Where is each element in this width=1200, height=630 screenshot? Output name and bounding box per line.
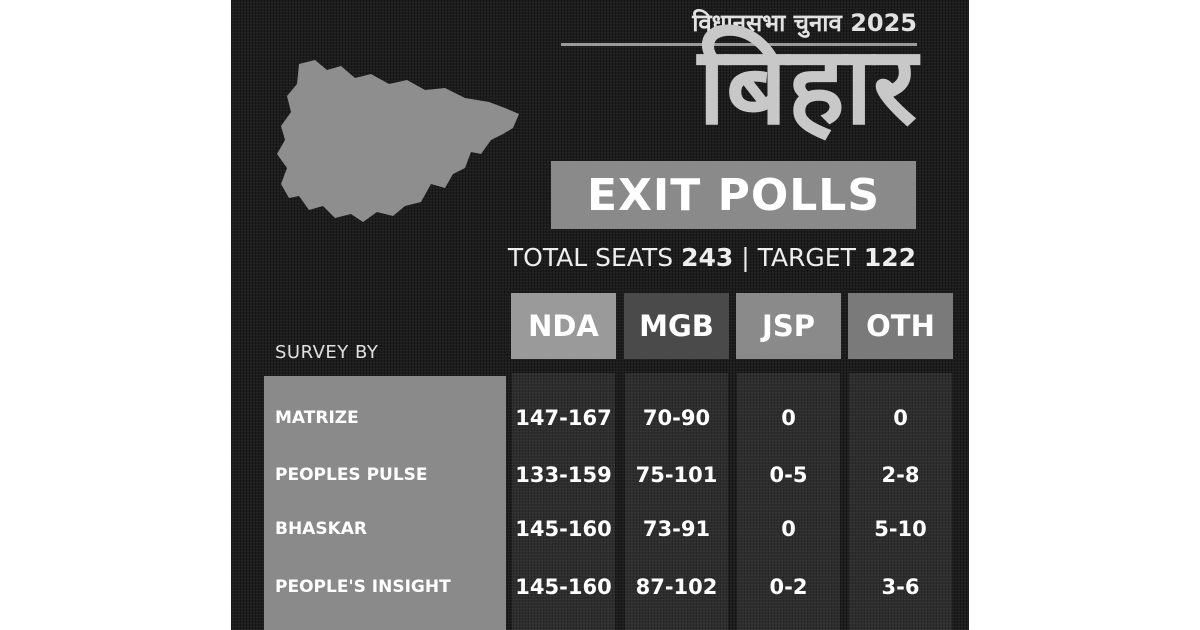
election-kicker: विधानसभा चुनाव 2025 <box>692 9 917 37</box>
survey-name: BHASKAR <box>275 519 368 539</box>
cell-jsp: 0 <box>781 406 796 430</box>
target-label: TARGET <box>757 243 856 272</box>
column-background-jsp <box>737 373 840 630</box>
survey-name: MATRIZE <box>275 408 359 428</box>
state-title: बिहार <box>697 24 917 149</box>
cell-mgb: 73-91 <box>642 517 711 541</box>
divider <box>561 43 917 46</box>
table-row: BHASKAR 145-160 73-91 0 5-10 <box>231 509 969 549</box>
cell-oth: 5-10 <box>874 517 927 541</box>
cell-oth: 0 <box>893 406 908 430</box>
cell-nda: 147-167 <box>515 406 612 430</box>
survey-names-panel <box>264 376 506 630</box>
table-row: PEOPLE'S INSIGHT 145-160 87-102 0-2 3-6 <box>231 567 969 607</box>
column-header-oth: OTH <box>848 293 953 359</box>
separator: | <box>741 243 750 272</box>
exit-polls-banner: EXIT POLLS <box>551 161 916 229</box>
total-seats-label: TOTAL SEATS <box>507 243 674 272</box>
cell-mgb: 75-101 <box>635 463 718 487</box>
total-seats-value: 243 <box>681 243 734 272</box>
cell-nda: 133-159 <box>515 463 612 487</box>
cell-jsp: 0-2 <box>769 575 808 599</box>
cell-nda: 145-160 <box>515 517 612 541</box>
cell-mgb: 87-102 <box>635 575 718 599</box>
column-header-nda: NDA <box>511 293 616 359</box>
column-header-jsp: JSP <box>736 293 841 359</box>
table-row: MATRIZE 147-167 70-90 0 0 <box>231 398 969 438</box>
cell-mgb: 70-90 <box>642 406 711 430</box>
cell-oth: 3-6 <box>881 575 920 599</box>
column-background-mgb <box>625 373 728 630</box>
cell-jsp: 0 <box>781 517 796 541</box>
column-background-oth <box>849 373 952 630</box>
column-header-mgb: MGB <box>624 293 729 359</box>
target-value: 122 <box>863 243 916 272</box>
seats-summary: TOTAL SEATS 243 | TARGET 122 <box>471 243 916 272</box>
poster: विधानसभा चुनाव 2025 बिहार EXIT POLLS TOT… <box>231 0 969 630</box>
bihar-map-icon <box>277 60 519 222</box>
cell-oth: 2-8 <box>881 463 920 487</box>
survey-name: PEOPLE'S INSIGHT <box>275 577 451 597</box>
table-row: PEOPLES PULSE 133-159 75-101 0-5 2-8 <box>231 455 969 495</box>
cell-nda: 145-160 <box>515 575 612 599</box>
survey-by-label: SURVEY BY <box>275 342 379 363</box>
cell-jsp: 0-5 <box>769 463 808 487</box>
survey-name: PEOPLES PULSE <box>275 465 428 485</box>
column-background-nda <box>512 373 615 630</box>
